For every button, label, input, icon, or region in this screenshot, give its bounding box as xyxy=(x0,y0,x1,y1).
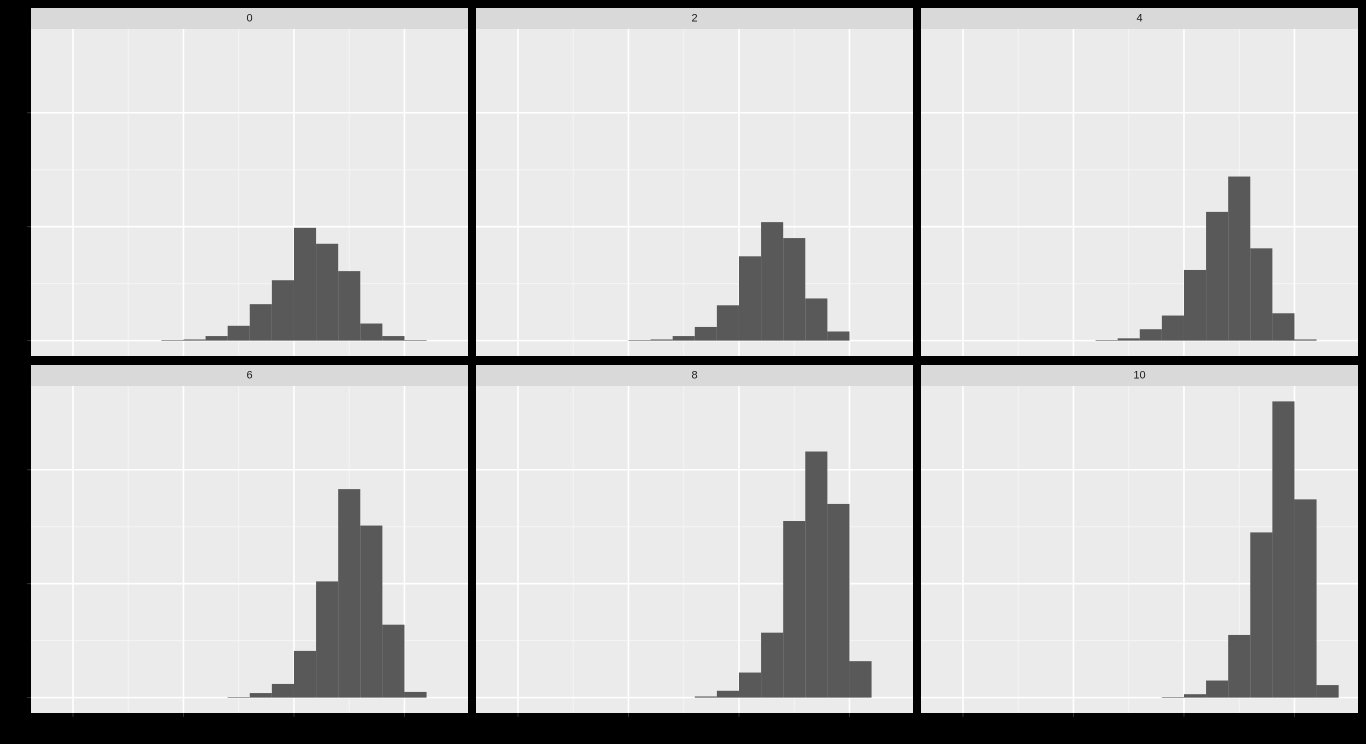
histogram-bar xyxy=(338,271,361,341)
histogram-bar xyxy=(1250,532,1273,698)
x-tick-label: 1 xyxy=(625,720,631,732)
histogram-bar xyxy=(1095,340,1118,341)
histogram-bar xyxy=(1161,697,1184,698)
strip-label: 8 xyxy=(691,369,697,381)
histogram-bar xyxy=(293,227,317,341)
histogram-bar xyxy=(783,521,806,698)
x-tick-label: 0 xyxy=(70,720,76,732)
strip-background xyxy=(921,8,1358,29)
strip-label: 4 xyxy=(1136,12,1142,24)
histogram-bar xyxy=(382,624,405,698)
histogram-bar xyxy=(316,243,339,341)
histogram-bar xyxy=(249,693,272,698)
histogram-bar xyxy=(672,336,695,341)
histogram-bar xyxy=(761,632,784,698)
histogram-bar xyxy=(1294,339,1317,341)
histogram-bar xyxy=(1228,634,1251,698)
x-tick-label: 3 xyxy=(401,720,407,732)
x-tick-label: 2 xyxy=(1181,720,1187,732)
histogram-bar xyxy=(1183,694,1207,698)
histogram-bar xyxy=(293,650,317,698)
x-tick-label: 3 xyxy=(1291,720,1297,732)
histogram-bar xyxy=(761,222,784,341)
histogram-bar xyxy=(404,691,427,698)
panel-background xyxy=(31,29,468,356)
histogram-bar xyxy=(738,256,762,341)
strip-label: 10 xyxy=(1133,369,1145,381)
histogram-bar xyxy=(694,326,717,341)
y-tick-label: 0 xyxy=(19,692,25,704)
histogram-bar xyxy=(849,661,872,698)
histogram-bar xyxy=(382,336,405,341)
x-tick-label: 2 xyxy=(291,720,297,732)
x-tick-label: 3 xyxy=(846,720,852,732)
strip-background xyxy=(921,365,1358,386)
histogram-bar xyxy=(183,339,206,341)
histogram-bar xyxy=(1228,176,1251,341)
x-tick-label: 0 xyxy=(515,720,521,732)
histogram-bar xyxy=(1272,313,1295,341)
histogram-bar xyxy=(805,298,828,341)
x-tick-label: 1 xyxy=(180,720,186,732)
histogram-bar xyxy=(227,697,250,698)
histogram-bar xyxy=(1272,401,1295,698)
panel-background xyxy=(476,29,913,356)
histogram-bar xyxy=(249,304,272,341)
x-tick-label: 2 xyxy=(736,720,742,732)
histogram-bar xyxy=(1294,499,1317,698)
histogram-bar xyxy=(271,280,294,341)
histogram-bar xyxy=(1183,269,1207,341)
histogram-bar xyxy=(805,451,828,698)
histogram-bar xyxy=(694,696,717,698)
histogram-bar xyxy=(227,325,250,341)
histogram-bar xyxy=(1117,338,1140,341)
histogram-bar xyxy=(1250,248,1273,341)
histogram-bar xyxy=(360,525,383,698)
histogram-bar xyxy=(1161,315,1184,341)
histogram-bar xyxy=(716,305,739,341)
y-tick-label: 200 xyxy=(7,107,25,119)
y-tick-label: 200 xyxy=(7,464,25,476)
histogram-bar xyxy=(1316,685,1339,698)
histogram-bar xyxy=(716,690,739,698)
histogram-bar xyxy=(1206,211,1229,341)
histogram-bar xyxy=(628,340,651,341)
y-tick-label: 100 xyxy=(7,578,25,590)
histogram-bar xyxy=(338,489,361,698)
histogram-bar xyxy=(1139,329,1162,341)
histogram-bar xyxy=(205,336,228,341)
histogram-bar xyxy=(316,581,339,698)
histogram-bar xyxy=(650,339,673,341)
histogram-bar xyxy=(827,331,850,341)
histogram-bar xyxy=(161,340,184,341)
x-tick-label: 1 xyxy=(1070,720,1076,732)
strip-background xyxy=(31,8,468,29)
strip-label: 0 xyxy=(246,12,252,24)
x-tick-label: 0 xyxy=(960,720,966,732)
strip-label: 6 xyxy=(246,369,252,381)
histogram-bar xyxy=(738,672,762,698)
histogram-bar xyxy=(1206,680,1229,698)
strip-background xyxy=(476,365,913,386)
histogram-bar xyxy=(783,238,806,341)
strip-label: 2 xyxy=(691,12,697,24)
strip-background xyxy=(476,8,913,29)
histogram-bar xyxy=(271,683,294,698)
histogram-bar xyxy=(360,323,383,341)
panel-background xyxy=(921,29,1358,356)
y-tick-label: 100 xyxy=(7,221,25,233)
y-tick-label: 0 xyxy=(19,335,25,347)
histogram-bar xyxy=(404,340,427,341)
strip-background xyxy=(31,365,468,386)
histogram-bar xyxy=(827,503,850,698)
